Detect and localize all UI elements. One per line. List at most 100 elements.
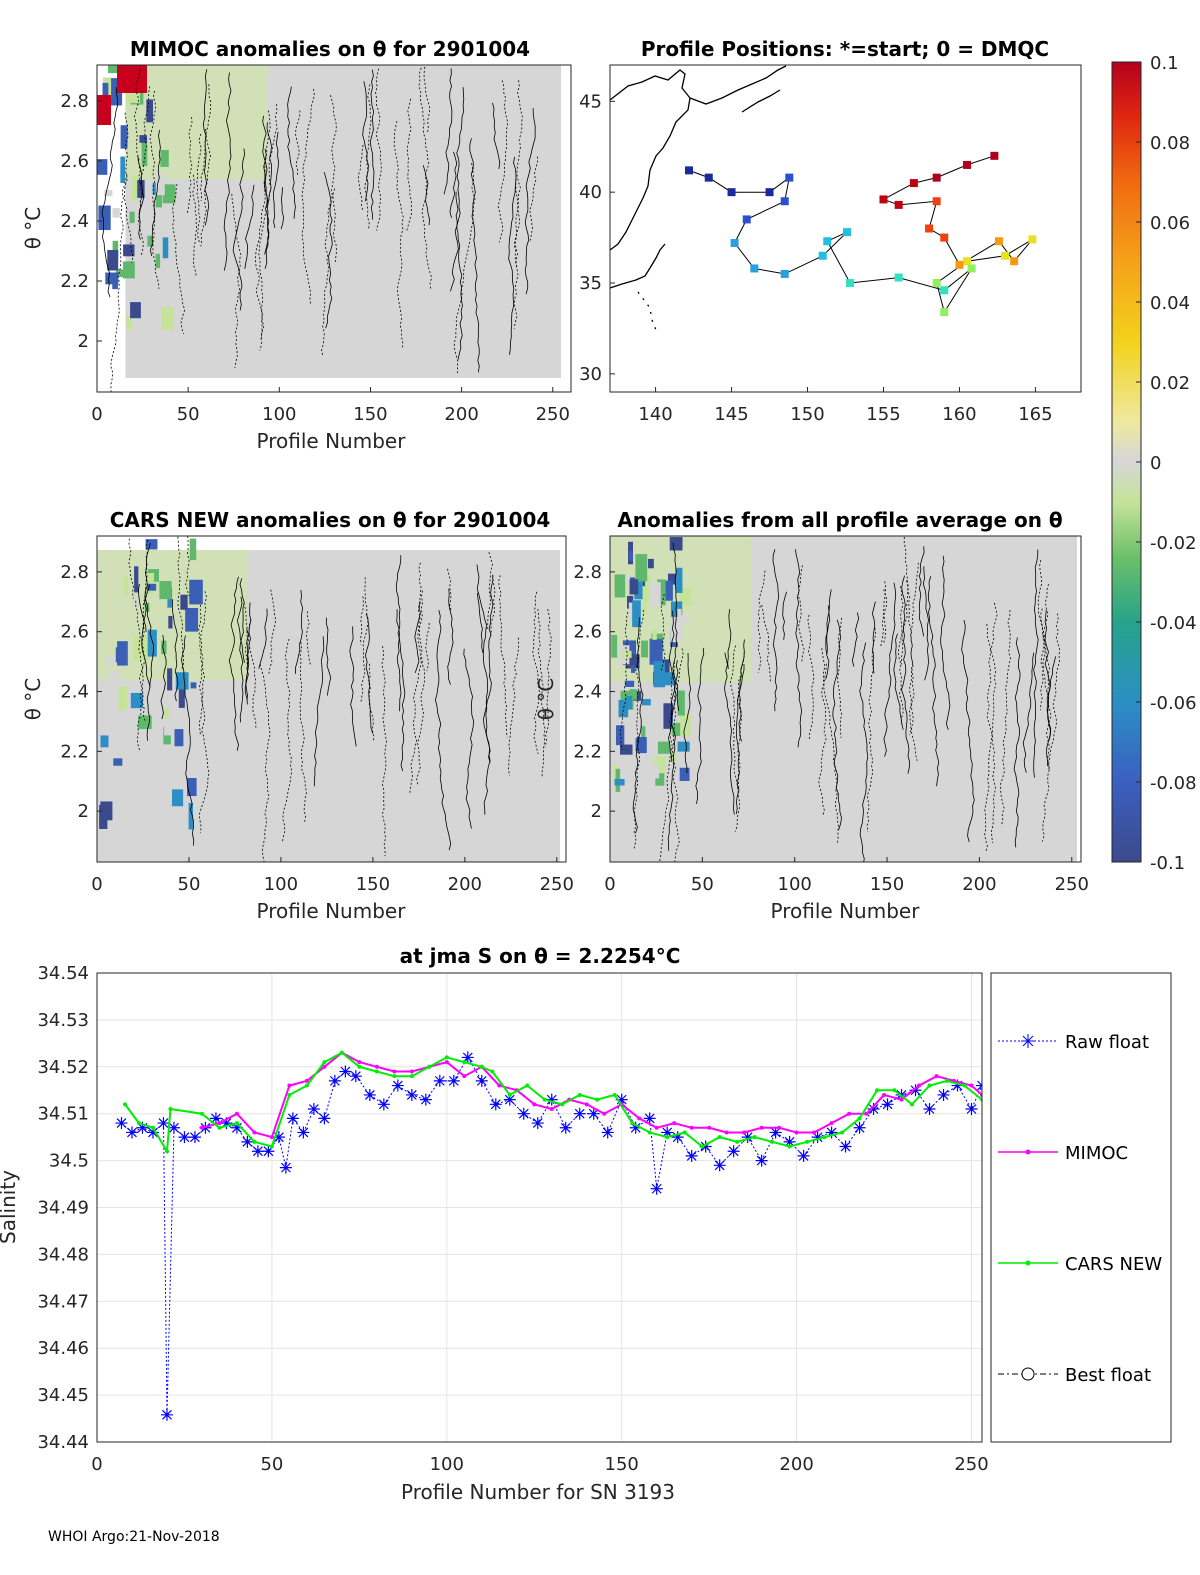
salinity-ytick-label: 34.5: [49, 1151, 89, 1172]
mimoc-field-cell: [162, 184, 176, 204]
mimoc-contour: [263, 148, 270, 269]
average-field-cell: [611, 634, 618, 658]
average-field-cell: [647, 558, 654, 569]
raw-float-point: [727, 1145, 740, 1158]
mimoc-field-cell: [157, 207, 172, 228]
cars-contour: [141, 584, 151, 741]
mimoc-point: [199, 1125, 204, 1130]
average-field-cell: [677, 741, 690, 752]
cars-new-point: [507, 1092, 512, 1097]
mimoc-field-cell: [102, 82, 109, 96]
average-contour: [782, 591, 787, 640]
mimoc-xtick-label: 250: [536, 404, 570, 425]
mimoc-point: [549, 1107, 554, 1112]
average-contour: [1033, 549, 1039, 778]
mimoc-point: [864, 1111, 869, 1116]
raw-float-point: [115, 1117, 128, 1130]
track-point: [940, 286, 949, 295]
mimoc-point: [357, 1060, 362, 1065]
average-contour: [668, 659, 679, 763]
average-ylabel: θ °C: [534, 678, 558, 721]
raw-float-point: [713, 1159, 726, 1172]
average-ytick-label: 2.4: [573, 682, 602, 703]
cars-field-cell: [144, 602, 150, 612]
average-field-cell: [627, 595, 634, 609]
cars-new-point: [374, 1069, 379, 1074]
raw-float-point: [699, 1140, 712, 1153]
average-ytick-label: 2.6: [573, 622, 602, 643]
cars-new-point: [822, 1135, 827, 1140]
mimoc-contour: [321, 188, 336, 357]
average-field-cell: [675, 567, 683, 593]
colorbar-tick-label: -0.1: [1150, 853, 1185, 874]
track-line: [688, 155, 1033, 314]
cars-contour: [367, 663, 375, 742]
cars-new-point: [150, 1125, 155, 1130]
mimoc-field-cell: [155, 188, 163, 208]
cars-xtick-label: 150: [356, 874, 390, 895]
mimoc-contour: [469, 138, 480, 373]
mimoc-field-cell: [155, 253, 161, 268]
mimoc-point: [497, 1083, 502, 1088]
mimoc-field-cell: [107, 65, 119, 74]
salinity-xtick-label: 200: [779, 1454, 813, 1475]
track-point: [750, 264, 759, 273]
cars-contour: [447, 588, 454, 685]
cars-contour: [228, 576, 239, 751]
track-point: [894, 200, 903, 209]
cars-ytick-label: 2: [78, 801, 89, 822]
cars-field-cell: [190, 682, 197, 689]
raw-float-point: [615, 1093, 628, 1106]
cars-axes-box: [96, 535, 567, 863]
mimoc-point: [304, 1078, 309, 1083]
mimoc-point: [707, 1125, 712, 1130]
raw-float-point: [685, 1149, 698, 1162]
mimoc-field-cell: [107, 249, 119, 271]
track-point: [843, 228, 852, 237]
cars-ytick-label: 2.8: [60, 562, 89, 583]
legend-box: [990, 972, 1172, 1443]
mimoc-point: [252, 1130, 257, 1135]
cars-field-cell: [182, 811, 188, 818]
raw-float-point: [475, 1074, 488, 1087]
average-field-cell: [653, 661, 665, 688]
mimoc-contour: [455, 191, 463, 360]
average-contour: [672, 542, 680, 711]
average-field-cell: [642, 708, 653, 727]
average-axes-box: [609, 535, 1082, 863]
cars-contour: [486, 552, 493, 631]
average-contour: [797, 565, 805, 662]
raw-float-point: [461, 1051, 474, 1064]
cars-new-point: [304, 1083, 309, 1088]
mimoc-contour: [192, 174, 198, 277]
mimoc-contour: [497, 80, 509, 243]
cars-contour: [476, 564, 491, 763]
track-point: [909, 179, 918, 188]
mimoc-contour: [186, 117, 193, 214]
colorbar-tick-label: -0.08: [1150, 773, 1197, 794]
raw-float-point: [755, 1154, 768, 1167]
track-point: [932, 197, 941, 206]
cars-contour: [236, 596, 245, 663]
average-field-cell: [631, 665, 636, 673]
average-contour: [871, 601, 876, 674]
cars-contour: [396, 609, 402, 712]
mimoc-point: [654, 1125, 659, 1130]
average-field-cell: [636, 737, 647, 754]
track-point: [780, 269, 789, 278]
raw-float-point: [167, 1121, 180, 1134]
mimoc-contour: [101, 87, 119, 298]
cars-xtick-label: 50: [178, 874, 201, 895]
coastline-japan: [609, 65, 787, 331]
average-xlabel: Profile Number: [771, 899, 921, 923]
salinity-ytick-label: 34.45: [37, 1385, 89, 1406]
mimoc-field-cell: [112, 282, 118, 290]
raw-float-point: [136, 1121, 149, 1134]
mimoc-point: [409, 1069, 414, 1074]
mimoc-point: [882, 1092, 887, 1097]
cars-new-point: [542, 1097, 547, 1102]
average-field-cell: [657, 741, 671, 754]
cars-field-cell: [155, 680, 167, 698]
footer-credit: WHOI Argo:21-Nov-2018: [48, 1529, 220, 1545]
average-field-cell: [625, 695, 633, 710]
